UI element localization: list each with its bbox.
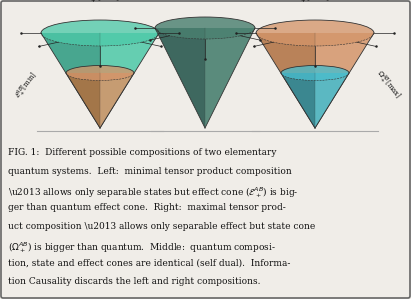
- Polygon shape: [315, 33, 374, 128]
- Polygon shape: [315, 73, 349, 128]
- Text: $\mathcal{E}_+^{AB}$[min]: $\mathcal{E}_+^{AB}$[min]: [12, 69, 42, 102]
- Ellipse shape: [155, 17, 255, 39]
- Polygon shape: [41, 33, 100, 128]
- Polygon shape: [281, 73, 315, 128]
- Text: $\mathcal{E}_+^{AB}$[max]: $\mathcal{E}_+^{AB}$[max]: [296, 0, 330, 5]
- Text: tion, state and effect cones are identical (self dual).  Informa-: tion, state and effect cones are identic…: [8, 259, 291, 268]
- Polygon shape: [100, 33, 159, 128]
- Text: quantum systems.  Left:  minimal tensor product composition: quantum systems. Left: minimal tensor pr…: [8, 167, 292, 176]
- Polygon shape: [100, 73, 134, 128]
- Polygon shape: [155, 28, 205, 128]
- Text: \u2013 allows only separable states but effect cone ($\mathcal{E}_+^{AB}$) is bi: \u2013 allows only separable states but …: [8, 185, 298, 200]
- Ellipse shape: [256, 20, 374, 46]
- Text: $\Omega_+^{AB}$[max]: $\Omega_+^{AB}$[max]: [372, 68, 404, 103]
- Polygon shape: [66, 73, 100, 128]
- Ellipse shape: [66, 65, 134, 80]
- Polygon shape: [256, 33, 315, 128]
- Text: uct composition \u2013 allows only separable effect but state cone: uct composition \u2013 allows only separ…: [8, 222, 315, 231]
- Text: FIG. 1:  Different possible compositions of two elementary: FIG. 1: Different possible compositions …: [8, 148, 277, 157]
- Text: $\Omega_+^{AB}$[min]: $\Omega_+^{AB}$[min]: [84, 0, 120, 5]
- Polygon shape: [205, 28, 255, 128]
- Ellipse shape: [281, 65, 349, 80]
- Text: ger than quantum effect cone.  Right:  maximal tensor prod-: ger than quantum effect cone. Right: max…: [8, 204, 286, 213]
- Text: tion Causality discards the left and right compositions.: tion Causality discards the left and rig…: [8, 277, 261, 286]
- Text: ($\Omega_+^{AB}$) is bigger than quantum.  Middle:  quantum composi-: ($\Omega_+^{AB}$) is bigger than quantum…: [8, 240, 276, 255]
- Ellipse shape: [41, 20, 159, 46]
